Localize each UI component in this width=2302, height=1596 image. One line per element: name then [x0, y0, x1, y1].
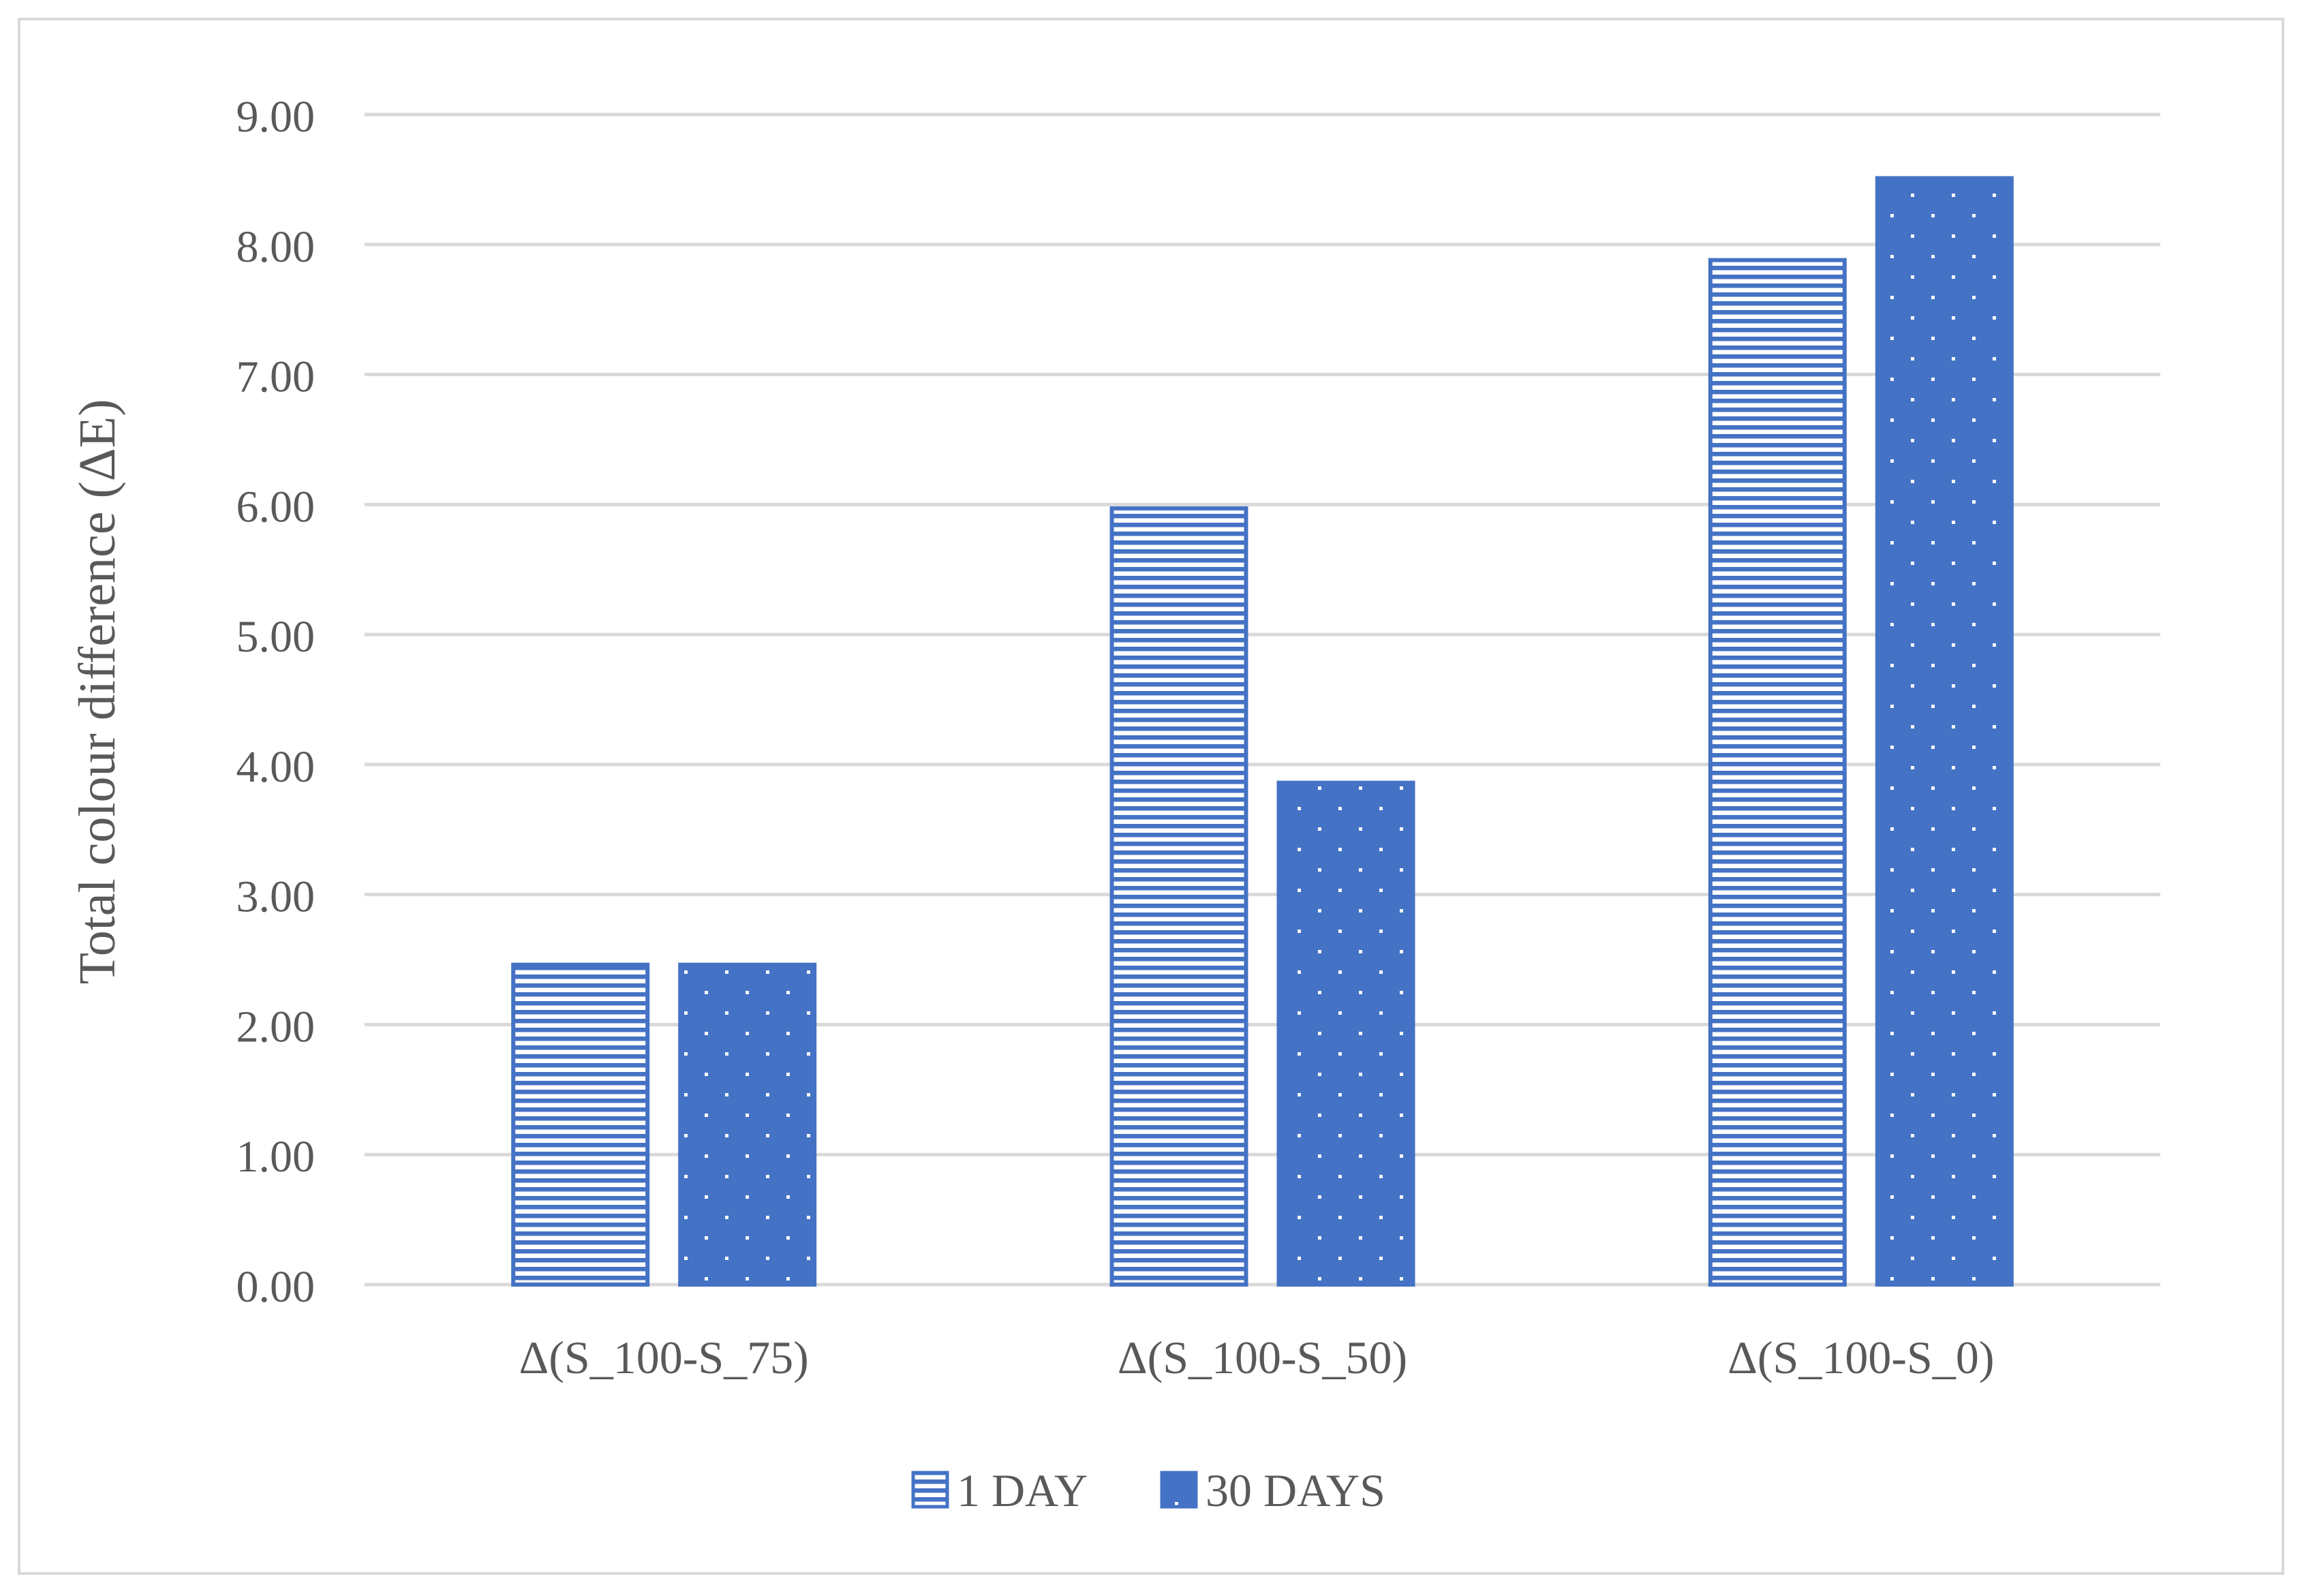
x-category-label: Δ(S_100-S_0): [1728, 1332, 1994, 1383]
y-tick-label: 7.00: [236, 352, 316, 402]
x-axis-ticks: Δ(S_100-S_75) Δ(S_100-S_50) Δ(S_100-S_0): [519, 1332, 1995, 1383]
legend-swatch: [911, 1471, 949, 1509]
y-tick-label: 6.00: [236, 482, 316, 532]
gridlines: [365, 112, 2160, 1287]
bar-series2: [678, 962, 817, 1287]
x-category-label: Δ(S_100-S_50): [1118, 1332, 1407, 1383]
y-tick-label: 4.00: [236, 742, 316, 792]
y-tick-label: 1.00: [236, 1132, 316, 1182]
y-axis-title: Total colour difference (ΔE): [69, 399, 126, 985]
bar-series2: [1276, 780, 1415, 1287]
legend-label: 1 DAY: [957, 1464, 1088, 1516]
y-tick-label: 3.00: [236, 872, 316, 922]
bar-series1: [511, 962, 650, 1287]
y-tick-label: 2.00: [236, 1002, 316, 1052]
legend-swatch: [1160, 1471, 1198, 1509]
legend-label: 30 DAYS: [1206, 1464, 1385, 1516]
bar-series1: [1708, 258, 1847, 1287]
x-category-label: Δ(S_100-S_75): [519, 1332, 809, 1383]
y-tick-label: 5.00: [236, 612, 316, 662]
legend: 1 DAY 30 DAYS: [911, 1464, 1385, 1516]
y-tick-label: 9.00: [236, 92, 316, 142]
bar-series1: [1109, 506, 1248, 1287]
bars: [511, 176, 2014, 1287]
y-tick-label: 0.00: [236, 1262, 316, 1312]
y-axis-ticks: 0.00 1.00 2.00 3.00 4.00 5.00 6.00 7.00 8.00 9.00: [236, 92, 316, 1312]
bar-series2: [1875, 176, 2014, 1287]
y-tick-label: 8.00: [236, 222, 316, 272]
